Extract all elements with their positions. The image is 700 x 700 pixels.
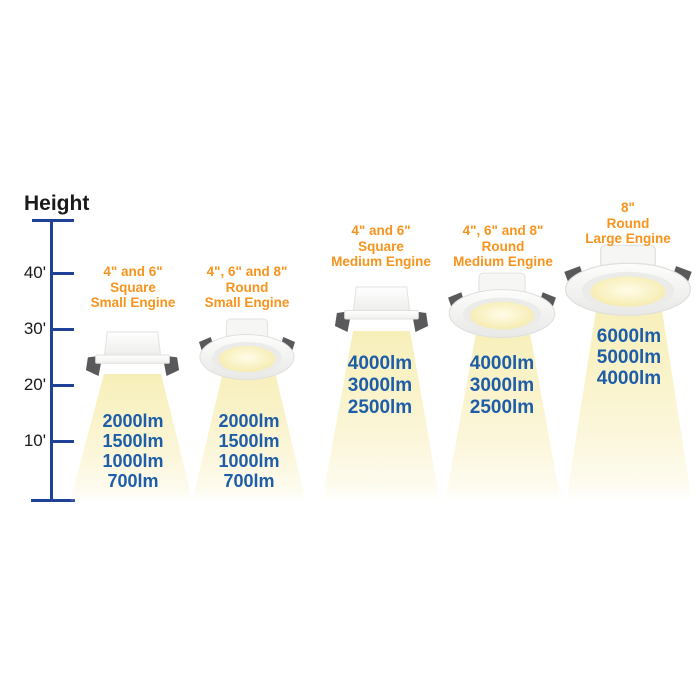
- lumen-list-round-large: 6000lm 5000lm 4000lm: [579, 326, 679, 389]
- fixture-label-round-medium: 4", 6" and 8" Round Medium Engine: [440, 223, 566, 270]
- fixture-label-square-small: 4" and 6" Square Small Engine: [72, 264, 194, 311]
- fixture-label-line: 4", 6" and 8": [462, 223, 544, 238]
- lumen-value: 700lm: [107, 471, 159, 491]
- fixture-label-line: Medium Engine: [453, 254, 553, 269]
- fixture-label-line: 4" and 6": [351, 223, 411, 238]
- fixture-round-medium-engine: [448, 272, 556, 338]
- lumen-list-square-small: 2000lm 1500lm 1000lm 700lm: [83, 411, 183, 491]
- tick-30ft: [51, 328, 74, 331]
- lumen-value: 4000lm: [347, 353, 413, 374]
- height-axis-line: [50, 219, 53, 502]
- lumen-list-round-small: 2000lm 1500lm 1000lm 700lm: [199, 411, 299, 491]
- axis-top-cap: [32, 219, 74, 222]
- tick-10ft: [51, 440, 74, 443]
- tick-label-40ft: 40': [23, 263, 46, 282]
- fixture-square-small-engine: [85, 331, 180, 377]
- lumen-value: 4000lm: [596, 368, 662, 389]
- lumen-value: 1500lm: [102, 431, 164, 451]
- lumen-value: 2500lm: [347, 397, 413, 418]
- fixture-label-line: Square: [110, 279, 156, 295]
- lumen-value: 1500lm: [218, 431, 280, 451]
- lumen-value: 2000lm: [218, 411, 280, 431]
- tick-20ft: [51, 384, 74, 387]
- fixture-body: [352, 286, 411, 312]
- fixture-label-line: 8": [621, 200, 635, 215]
- aperture-glow: [470, 301, 534, 330]
- aperture-glow: [218, 346, 276, 372]
- fixture-label-line: Round: [481, 238, 525, 254]
- fixture-label-line: Large Engine: [585, 231, 671, 246]
- fixture-square-medium-engine: [334, 286, 429, 332]
- fixture-label-line: Small Engine: [90, 295, 176, 310]
- lumen-value: 3000lm: [469, 375, 535, 396]
- fixture-label-line: Round: [225, 279, 269, 295]
- fixture-label-square-medium: 4" and 6" Square Medium Engine: [320, 223, 442, 270]
- fixture-label-line: Small Engine: [204, 295, 290, 310]
- lumen-value: 5000lm: [596, 347, 662, 368]
- fixture-body: [103, 331, 162, 356]
- lumen-value: 3000lm: [347, 375, 413, 396]
- lumen-value: 2000lm: [102, 411, 164, 431]
- fixture-flange: [95, 354, 170, 364]
- lumen-list-round-medium: 4000lm 3000lm 2500lm: [452, 353, 552, 419]
- fixture-round-small-engine: [198, 318, 296, 380]
- lumen-value: 700lm: [223, 471, 275, 491]
- lumen-value: 4000lm: [469, 353, 535, 374]
- lumen-value: 2500lm: [469, 397, 535, 418]
- lumen-value: 6000lm: [596, 326, 662, 347]
- lumen-value: 1000lm: [218, 451, 280, 471]
- fixture-label-line: 4", 6" and 8": [206, 264, 288, 279]
- fixture-flange: [344, 310, 419, 320]
- tick-label-10ft: 10': [23, 431, 46, 450]
- lumen-value: 1000lm: [102, 451, 164, 471]
- aperture-glow: [590, 276, 666, 307]
- tick-40ft: [51, 272, 74, 275]
- fixture-label-line: Square: [358, 238, 404, 254]
- fixture-label-line: Medium Engine: [331, 254, 431, 269]
- axis-bottom-cap: [31, 499, 75, 502]
- lumen-list-square-medium: 4000lm 3000lm 2500lm: [330, 353, 430, 419]
- axis-title: Height: [24, 192, 90, 215]
- fixture-round-large-engine: [564, 244, 692, 316]
- fixture-label-line: 4" and 6": [103, 264, 163, 279]
- tick-label-20ft: 20': [23, 375, 46, 394]
- tick-label-30ft: 30': [23, 319, 46, 338]
- fixture-label-round-small: 4", 6" and 8" Round Small Engine: [184, 264, 310, 311]
- fixture-label-line: Round: [606, 215, 650, 231]
- fixture-label-round-large: 8" Round Large Engine: [564, 200, 692, 247]
